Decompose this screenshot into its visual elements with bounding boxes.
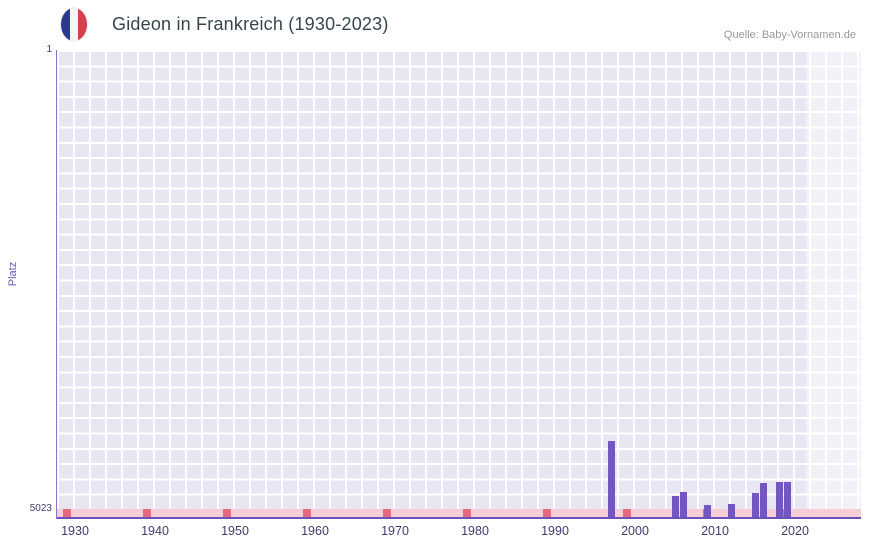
y-tick-bottom-label: 5023 (29, 503, 52, 514)
x-tick-2010: 2010 (701, 524, 729, 538)
x-tick-1970: 1970 (381, 524, 409, 538)
bars-layer (57, 50, 861, 517)
x-axis-labels: 1930 1940 1950 1960 1970 1980 1990 2000 2010 2020 (0, 524, 873, 542)
x-tick-1940: 1940 (141, 524, 169, 538)
chart-title: Gideon in Frankreich (1930-2023) (112, 14, 389, 34)
decade-mark-1939 (143, 509, 151, 517)
x-tick-1990: 1990 (541, 524, 569, 538)
decade-mark-1949 (223, 509, 231, 517)
y-axis-title: Platz (7, 261, 19, 287)
y-tick-top-label: 1 (46, 44, 52, 55)
france-flag-icon (61, 8, 87, 41)
decade-mark-1929 (63, 509, 71, 517)
x-axis-line (57, 517, 861, 519)
source-credit: Quelle: Baby-Vornamen.de (723, 29, 856, 41)
no-data-strip (57, 509, 861, 517)
x-tick-2000: 2000 (621, 524, 649, 538)
decade-mark-1969 (383, 509, 391, 517)
rank-bar-1997[interactable] (607, 441, 615, 517)
x-tick-1980: 1980 (461, 524, 489, 538)
x-tick-1950: 1950 (221, 524, 249, 538)
recent-years-highlight-band (806, 50, 861, 509)
decade-mark-1999 (623, 509, 631, 517)
rank-bar-2019[interactable] (783, 482, 791, 517)
decade-mark-1989 (543, 509, 551, 517)
flag-stripe-white (69, 8, 79, 41)
rank-bar-2018[interactable] (775, 482, 783, 517)
rank-bar-2006[interactable] (679, 492, 687, 517)
decade-mark-1959 (303, 509, 311, 517)
rank-bar-2012[interactable] (727, 504, 735, 517)
plot-area (57, 50, 861, 509)
x-tick-1930: 1930 (61, 524, 89, 538)
rank-bar-2009[interactable] (703, 505, 711, 517)
rank-bar-2016[interactable] (759, 483, 767, 517)
rank-bar-2005[interactable] (671, 495, 679, 517)
y-axis-line (56, 50, 58, 519)
flag-stripe-red (78, 8, 87, 41)
flag-stripe-blue (61, 8, 70, 41)
x-tick-2020: 2020 (781, 524, 809, 538)
decade-mark-1979 (463, 509, 471, 517)
x-tick-1960: 1960 (301, 524, 329, 538)
rank-bar-2015[interactable] (751, 493, 759, 517)
